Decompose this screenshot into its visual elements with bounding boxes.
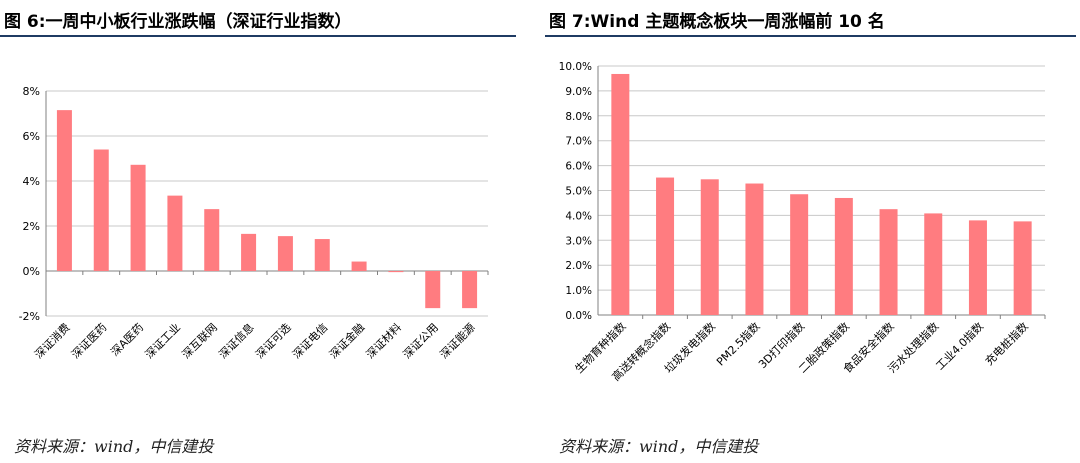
- bar: [241, 233, 257, 271]
- bar: [388, 271, 404, 273]
- bar: [130, 164, 146, 271]
- bar: [351, 261, 367, 271]
- y-tick-label: 0.0%: [565, 310, 592, 322]
- source-note: 资料来源：wind，中信建投: [14, 437, 214, 456]
- category-label: 工业4.0指数: [933, 319, 986, 372]
- bar: [277, 236, 293, 271]
- bar: [879, 209, 898, 315]
- category-label: 深证能源: [437, 320, 478, 361]
- category-label: 深证消费: [32, 320, 73, 361]
- bar: [745, 183, 764, 315]
- category-label: 深证材料: [363, 320, 404, 361]
- bar: [56, 110, 72, 271]
- category-label: PM2.5指数: [713, 319, 762, 368]
- bar: [93, 149, 109, 271]
- y-tick-label: 8.0%: [565, 111, 592, 123]
- category-label: 深证医药: [69, 321, 109, 361]
- y-tick-label: 9.0%: [565, 86, 592, 98]
- category-label: 深互联网: [180, 321, 220, 361]
- bar: [167, 195, 183, 271]
- y-tick-label: 6%: [23, 130, 40, 143]
- y-tick-label: 3.0%: [565, 235, 592, 247]
- bar: [656, 177, 675, 315]
- category-label: 深证公用: [401, 321, 441, 361]
- source-note: 资料来源：wind，中信建投: [559, 437, 759, 456]
- bar: [834, 197, 853, 315]
- y-tick-label: 2.0%: [565, 260, 592, 272]
- bar: [1013, 221, 1032, 315]
- category-label: 深证工业: [143, 321, 183, 361]
- chart-panel-concept: 图 7:Wind 主题概念板块一周涨幅前 10 名 0.0% 1.0% 2.0% 3.…: [545, 0, 1080, 463]
- bar: [924, 213, 943, 315]
- figure-title: 图 6:一周中小板行业涨跌幅（深证行业指数）: [4, 12, 352, 32]
- chart-panel-industry: 图 6:一周中小板行业涨跌幅（深证行业指数） -2% 0% 2% 4% 6% 8% 深证消费…: [0, 0, 520, 463]
- y-tick-label: 8%: [23, 85, 40, 98]
- concept-bar-chart: 0.0% 1.0% 2.0% 3.0% 4.0% 5.0% 6.0% 7.0% 8.0% 9.0%…: [559, 61, 1046, 384]
- category-label: 充电桩指数: [982, 319, 1031, 368]
- bar: [204, 209, 220, 271]
- y-tick-label: 0%: [23, 265, 40, 278]
- category-label: 深证信息: [216, 320, 257, 361]
- bar: [700, 179, 719, 315]
- y-tick-label: 10.0%: [559, 61, 592, 73]
- bar: [462, 271, 478, 309]
- figure-title: 图 7:Wind 主题概念板块一周涨幅前 10 名: [549, 12, 885, 32]
- title-divider: [0, 35, 516, 37]
- y-tick-label: 4.0%: [565, 210, 592, 222]
- y-tick-label: 4%: [23, 175, 40, 188]
- title-divider: [545, 35, 1076, 37]
- bar: [790, 194, 809, 315]
- bar: [425, 271, 441, 309]
- y-tick-label: 1.0%: [565, 285, 592, 297]
- y-tick-label: 6.0%: [565, 161, 592, 173]
- bar: [968, 220, 987, 315]
- y-tick-label: -2%: [19, 310, 40, 323]
- category-label: 深A医药: [108, 321, 146, 359]
- y-tick-label: 7.0%: [565, 136, 592, 148]
- bar: [611, 73, 630, 315]
- y-tick-label: 2%: [23, 220, 40, 233]
- category-label: 深证电信: [290, 321, 330, 361]
- industry-bar-chart: -2% 0% 2% 4% 6% 8% 深证消费深证医药深A医药深证工业深互联网深证信息深证可…: [19, 85, 489, 361]
- bar: [314, 239, 330, 271]
- category-label: 深证金融: [326, 320, 367, 361]
- category-label: 深证可选: [253, 321, 293, 361]
- y-tick-label: 5.0%: [565, 186, 592, 198]
